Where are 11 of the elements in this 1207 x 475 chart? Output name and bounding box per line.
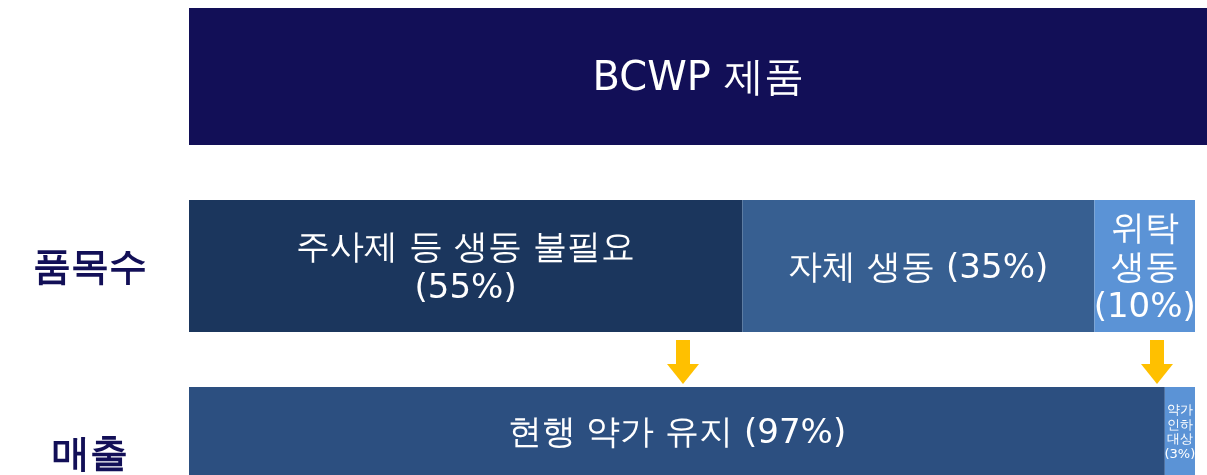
series-label: 주사제 등 생동 불필요: [296, 226, 635, 267]
data-label: (10%): [1093, 285, 1196, 326]
series-label: 위탁 생동: [1110, 206, 1179, 286]
data-label: (3%): [1164, 445, 1196, 461]
data-label: (55%): [414, 265, 517, 306]
series-label: 약가 인하 대상: [1166, 401, 1193, 446]
text: 자체 생동 (35%): [788, 246, 1049, 286]
text: 현행 약가 유지 (97%): [507, 411, 847, 451]
y-tick-label: 품목수: [33, 243, 147, 288]
y-tick-label: 매출: [52, 430, 128, 475]
chart-title: BCWP 제품: [189, 8, 1207, 145]
